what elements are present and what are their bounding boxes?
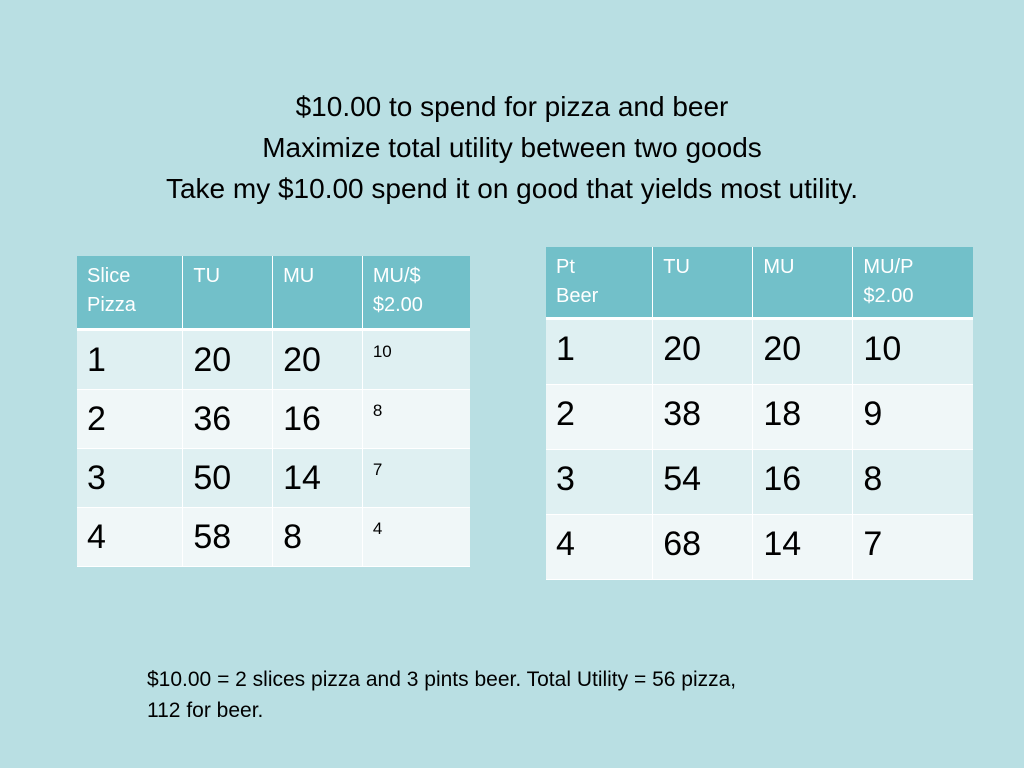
table-row: 2 38 18 9 xyxy=(546,384,973,450)
beer-header-tu: TU xyxy=(652,247,754,320)
pizza-header-slice: Slice Pizza xyxy=(77,256,184,331)
beer-cell: 8 xyxy=(852,449,973,515)
pizza-cell: 2 xyxy=(77,389,184,449)
pizza-header-mu: MU xyxy=(272,256,363,331)
pizza-cell: 4 xyxy=(77,507,184,567)
pizza-cell: 10 xyxy=(362,329,470,390)
pizza-cell: 20 xyxy=(272,329,363,390)
table-row: 3 54 16 8 xyxy=(546,449,973,515)
beer-header-mu: MU xyxy=(752,247,854,320)
pizza-header-row: Slice Pizza TU MU MU/$ $2.00 xyxy=(77,256,470,331)
pizza-cell: 36 xyxy=(182,389,274,449)
beer-cell: 68 xyxy=(652,514,754,580)
beer-cell: 4 xyxy=(546,514,654,580)
pizza-utility-table: Slice Pizza TU MU MU/$ $2.00 1 20 20 10 2 … xyxy=(77,256,470,567)
beer-header-mu-per-price: MU/P $2.00 xyxy=(852,247,973,320)
pizza-cell: 7 xyxy=(362,448,470,508)
beer-cell: 2 xyxy=(546,384,654,450)
pizza-cell: 8 xyxy=(362,389,470,449)
beer-header-pint: Pt Beer xyxy=(546,247,654,320)
pizza-header-mu-per-price: MU/$ $2.00 xyxy=(362,256,470,331)
pizza-cell: 8 xyxy=(272,507,363,567)
beer-header-row: Pt Beer TU MU MU/P $2.00 xyxy=(546,247,973,320)
beer-cell: 38 xyxy=(652,384,754,450)
pizza-cell: 16 xyxy=(272,389,363,449)
slide-title: $10.00 to spend for pizza and beer Maxim… xyxy=(0,86,1024,209)
title-line-2: Maximize total utility between two goods xyxy=(262,132,762,163)
pizza-cell: 20 xyxy=(182,329,274,390)
beer-cell: 10 xyxy=(852,318,973,385)
beer-cell: 9 xyxy=(852,384,973,450)
beer-cell: 3 xyxy=(546,449,654,515)
conclusion-line-2: 112 for beer. xyxy=(147,699,264,722)
beer-cell: 1 xyxy=(546,318,654,385)
beer-cell: 14 xyxy=(752,514,854,580)
beer-cell: 18 xyxy=(752,384,854,450)
table-row: 2 36 16 8 xyxy=(77,389,470,449)
beer-cell: 16 xyxy=(752,449,854,515)
table-row: 3 50 14 7 xyxy=(77,448,470,508)
beer-cell: 7 xyxy=(852,514,973,580)
title-line-3: Take my $10.00 spend it on good that yie… xyxy=(165,173,859,204)
conclusion-line-1: $10.00 = 2 slices pizza and 3 pints beer… xyxy=(147,668,737,691)
pizza-header-tu: TU xyxy=(182,256,274,331)
pizza-cell: 58 xyxy=(182,507,274,567)
pizza-cell: 4 xyxy=(362,507,470,567)
table-row: 1 20 20 10 xyxy=(77,329,470,390)
conclusion-text: $10.00 = 2 slices pizza and 3 pints beer… xyxy=(147,664,907,726)
table-row: 4 68 14 7 xyxy=(546,514,973,580)
beer-cell: 54 xyxy=(652,449,754,515)
pizza-cell: 14 xyxy=(272,448,363,508)
table-row: 1 20 20 10 xyxy=(546,318,973,385)
pizza-cell: 3 xyxy=(77,448,184,508)
table-row: 4 58 8 4 xyxy=(77,507,470,567)
pizza-cell: 1 xyxy=(77,329,184,390)
beer-cell: 20 xyxy=(652,318,754,385)
beer-cell: 20 xyxy=(752,318,854,385)
pizza-cell: 50 xyxy=(182,448,274,508)
title-line-1: $10.00 to spend for pizza and beer xyxy=(295,91,729,122)
beer-utility-table: Pt Beer TU MU MU/P $2.00 1 20 20 10 2 38 1… xyxy=(546,247,973,580)
